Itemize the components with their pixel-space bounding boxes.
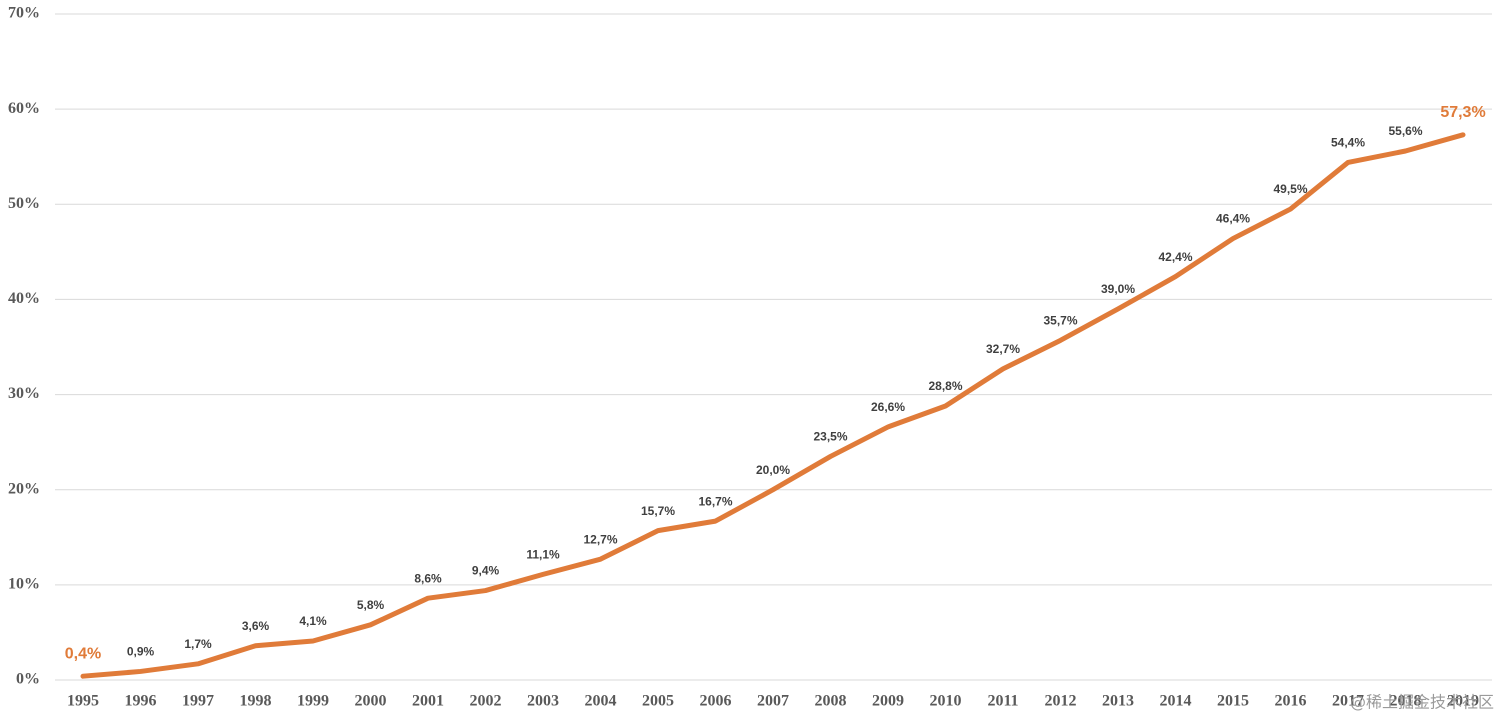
data-label: 0,4% [65,645,101,662]
x-tick-label: 2009 [872,693,904,710]
data-label: 55,6% [1388,124,1422,138]
data-label: 57,3% [1440,104,1485,121]
y-tick-label: 50% [8,195,40,212]
x-tick-label: 2010 [930,693,962,710]
x-tick-label: 2008 [815,693,847,710]
x-tick-label: 2006 [700,693,732,710]
data-label: 35,7% [1043,314,1077,328]
x-tick-label: 2019 [1447,693,1479,710]
x-tick-label: 2005 [642,693,674,710]
data-label: 39,0% [1101,282,1135,296]
data-label: 3,6% [242,619,270,633]
x-tick-label: 2013 [1102,693,1134,710]
y-tick-label: 30% [8,385,40,402]
data-label: 23,5% [813,430,847,444]
y-tick-label: 40% [8,290,40,307]
line [80,132,1466,679]
x-tick-label: 1997 [182,693,214,710]
data-label: 1,7% [184,637,212,651]
data-label: 54,4% [1331,136,1365,150]
x-tick-label: 2007 [757,693,789,710]
data-label: 15,7% [641,504,675,518]
x-tick-label: 2012 [1045,693,1077,710]
data-label: 32,7% [986,342,1020,356]
data-label: 9,4% [472,564,500,578]
x-tick-label: 2014 [1160,693,1192,710]
data-label: 12,7% [583,532,617,546]
y-tick-label: 0% [16,671,40,688]
x-tick-label: 2001 [412,693,444,710]
x-tick-label: 2003 [527,693,559,710]
x-tick-label: 2015 [1217,693,1249,710]
x-tick-label: 2016 [1275,693,1307,710]
x-tick-label: 2017 [1332,693,1364,710]
x-tick-label: 1996 [125,693,157,710]
x-tick-label: 2002 [470,693,502,710]
x-tick-label: 2011 [987,693,1018,710]
data-label: 42,4% [1158,250,1192,264]
watermark: @稀土掘金技术社区 [1350,693,1494,712]
x-tick-label: 2004 [585,693,617,710]
y-tick-label: 20% [8,480,40,497]
data-label: 28,8% [928,379,962,393]
data-label: 0,9% [127,645,155,659]
x-tick-label: 1999 [297,693,329,710]
data-label: 20,0% [756,463,790,477]
data-label: 26,6% [871,400,905,414]
y-tick-label: 60% [8,100,40,117]
data-label: 8,6% [414,571,442,585]
x-tick-label: 2000 [355,693,387,710]
data-label: 16,7% [698,494,732,508]
y-tick-label: 10% [8,576,40,593]
x-tick-label: 1995 [67,693,99,710]
x-tick-label: 2018 [1390,693,1422,710]
data-label: 49,5% [1273,182,1307,196]
data-label: 46,4% [1216,212,1250,226]
y-tick-label: 70% [8,5,40,22]
data-label: 4,1% [299,614,327,628]
x-tick-label: 1998 [240,693,272,710]
data-label: 11,1% [526,548,560,562]
data-label: 5,8% [357,598,385,612]
